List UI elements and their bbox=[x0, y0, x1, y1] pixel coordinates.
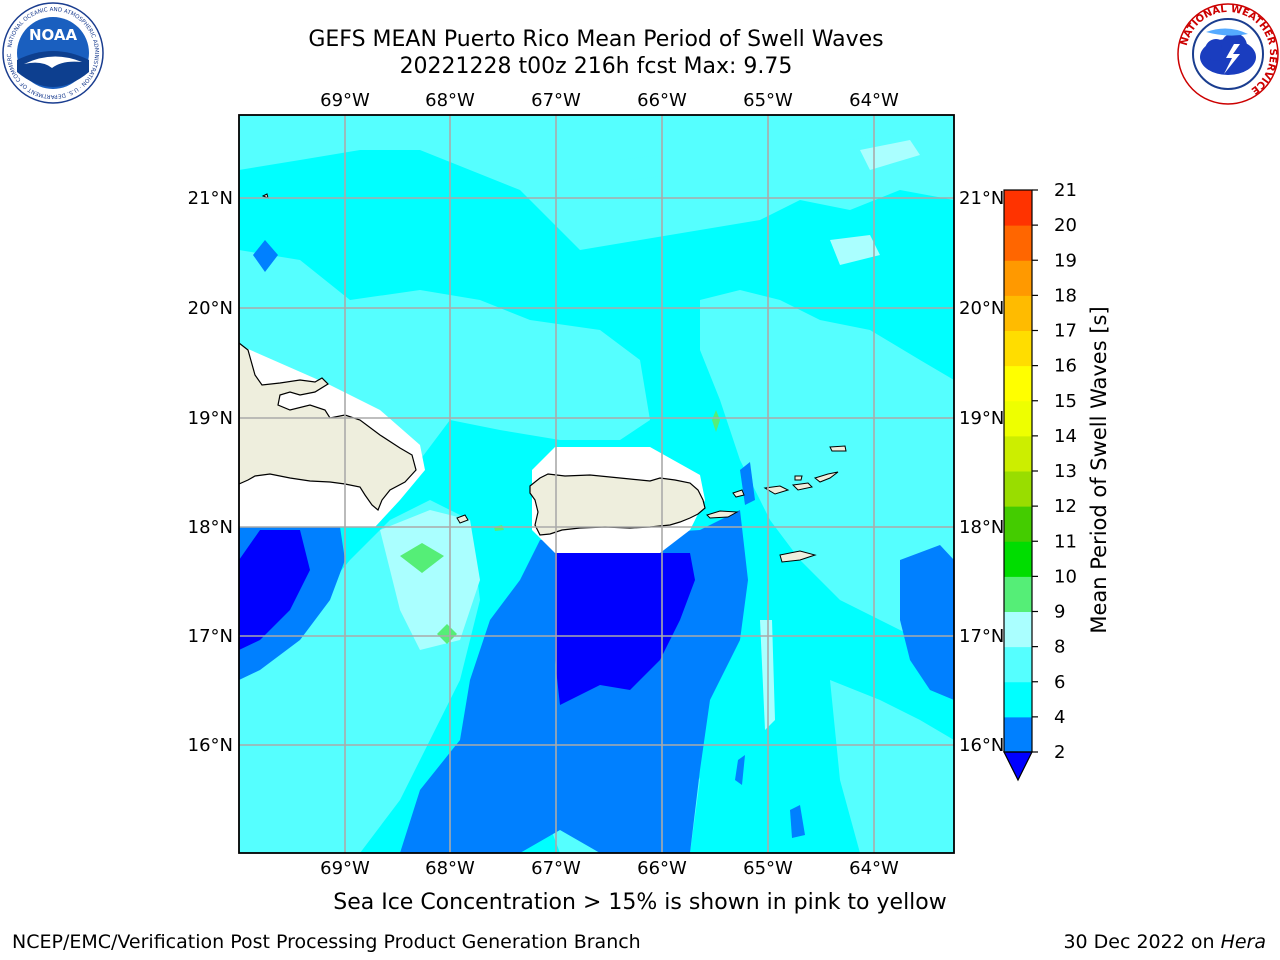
colorbar-tick-label: 4 bbox=[1054, 707, 1065, 728]
colorbar-tick-label: 10 bbox=[1054, 566, 1077, 587]
lon-label: 69°W bbox=[320, 858, 370, 879]
colorbar-segment bbox=[1004, 541, 1032, 577]
lon-label: 65°W bbox=[743, 858, 793, 879]
colorbar-tick-label: 20 bbox=[1054, 215, 1077, 236]
lon-label: 66°W bbox=[637, 90, 687, 111]
colorbar-segment bbox=[1004, 716, 1032, 753]
caption-text: Sea Ice Concentration > 15% is shown in … bbox=[333, 890, 947, 915]
colorbar-tick-label: 9 bbox=[1054, 602, 1065, 623]
colorbar-segment bbox=[1004, 576, 1032, 612]
colorbar-segment bbox=[1004, 681, 1032, 718]
lat-label: 20°N bbox=[959, 298, 1004, 319]
lat-label: 16°N bbox=[959, 735, 1004, 756]
colorbar-segment bbox=[1004, 330, 1032, 367]
lat-label: 16°N bbox=[188, 735, 233, 756]
lon-label: 65°W bbox=[743, 90, 793, 111]
footer-right: 30 Dec 2022 on Hera bbox=[1063, 931, 1266, 953]
colorbar-tick-label: 11 bbox=[1054, 531, 1077, 552]
contour-8-9 bbox=[380, 140, 920, 730]
nws-logo: NATIONAL WEATHER SERVICE bbox=[1177, 3, 1279, 105]
lon-labels-top: 69°W 68°W 67°W 66°W 65°W 64°W bbox=[320, 90, 899, 111]
lon-label: 67°W bbox=[531, 858, 581, 879]
map-border bbox=[238, 114, 955, 854]
footer-left: NCEP/EMC/Verification Post Processing Pr… bbox=[12, 931, 641, 953]
lat-label: 17°N bbox=[188, 626, 233, 647]
colorbar-segment bbox=[1004, 225, 1032, 261]
footer-date: 30 Dec 2022 on bbox=[1063, 931, 1221, 953]
lon-label: 64°W bbox=[849, 90, 899, 111]
lat-label: 21°N bbox=[959, 188, 1004, 209]
chart-subtitle: 20221228 t00z 216h fcst Max: 9.75 bbox=[399, 54, 793, 79]
colorbar-tick-label: 17 bbox=[1054, 321, 1077, 342]
lon-label: 64°W bbox=[849, 858, 899, 879]
lon-label: 68°W bbox=[425, 858, 475, 879]
lat-label: 19°N bbox=[188, 408, 233, 429]
colorbar-segment bbox=[1004, 190, 1032, 226]
chart-title: GEFS MEAN Puerto Rico Mean Period of Swe… bbox=[308, 27, 884, 52]
lon-label: 68°W bbox=[425, 90, 475, 111]
colorbar-tick-label: 19 bbox=[1054, 250, 1077, 271]
noaa-logo-text: NOAA bbox=[29, 26, 78, 44]
lat-labels-right: 21°N 20°N 19°N 18°N 17°N 16°N bbox=[959, 188, 1004, 756]
lat-label: 20°N bbox=[188, 298, 233, 319]
colorbar-tick-label: 8 bbox=[1054, 637, 1065, 658]
colorbar-tick-label: 12 bbox=[1054, 496, 1077, 517]
lat-label: 21°N bbox=[188, 188, 233, 209]
lon-label: 66°W bbox=[637, 858, 687, 879]
colorbar-tick-label: 21 bbox=[1054, 180, 1077, 201]
colorbar-tick-label: 13 bbox=[1054, 461, 1077, 482]
colorbar-tick-label: 18 bbox=[1054, 285, 1077, 306]
caption: Sea Ice Concentration > 15% is shown in … bbox=[0, 890, 1280, 915]
lon-labels-bottom: 69°W 68°W 67°W 66°W 65°W 64°W bbox=[320, 858, 899, 879]
lon-label: 69°W bbox=[320, 90, 370, 111]
lat-label: 18°N bbox=[188, 517, 233, 538]
small-islands bbox=[261, 193, 847, 563]
colorbar-tick-label: 14 bbox=[1054, 426, 1077, 447]
colorbar-segment bbox=[1004, 295, 1032, 331]
graticule bbox=[239, 115, 954, 853]
lon-label: 67°W bbox=[531, 90, 581, 111]
hispaniola-land bbox=[239, 342, 417, 511]
contour-below-2 bbox=[239, 530, 695, 705]
colorbar-segment bbox=[1004, 611, 1032, 648]
colorbar-segment bbox=[1004, 400, 1032, 437]
colorbar-label: Mean Period of Swell Waves [s] bbox=[1087, 306, 1111, 633]
colorbar-segment bbox=[1004, 646, 1032, 683]
lat-label: 18°N bbox=[959, 517, 1004, 538]
lat-label: 19°N bbox=[959, 408, 1004, 429]
colorbar: 2 4 6 8 9 10 11 12 13 14 15 16 17 18 19 20 21 bbox=[1003, 180, 1077, 782]
colorbar-segment bbox=[1004, 365, 1032, 402]
colorbar-segment bbox=[1004, 506, 1032, 542]
contour-9-10 bbox=[400, 410, 720, 644]
footer-host: Hera bbox=[1220, 931, 1266, 953]
colorbar-segment bbox=[1004, 435, 1032, 472]
lat-label: 17°N bbox=[959, 626, 1004, 647]
colorbar-extend-arrow bbox=[1003, 751, 1033, 782]
colorbar-tick-label: 15 bbox=[1054, 391, 1077, 412]
colorbar-tick-label: 2 bbox=[1054, 742, 1065, 763]
lat-labels-left: 21°N 20°N 19°N 18°N 17°N 16°N bbox=[188, 188, 233, 756]
colorbar-tick-label: 16 bbox=[1054, 356, 1077, 377]
noaa-logo: NOAA NATIONAL OCEANIC AND ATMOSPHERIC AD… bbox=[2, 2, 104, 104]
colorbar-segment bbox=[1004, 260, 1032, 296]
map-panel bbox=[239, 115, 954, 853]
colorbar-segment bbox=[1004, 471, 1032, 507]
colorbar-tick-label: 6 bbox=[1054, 672, 1065, 693]
